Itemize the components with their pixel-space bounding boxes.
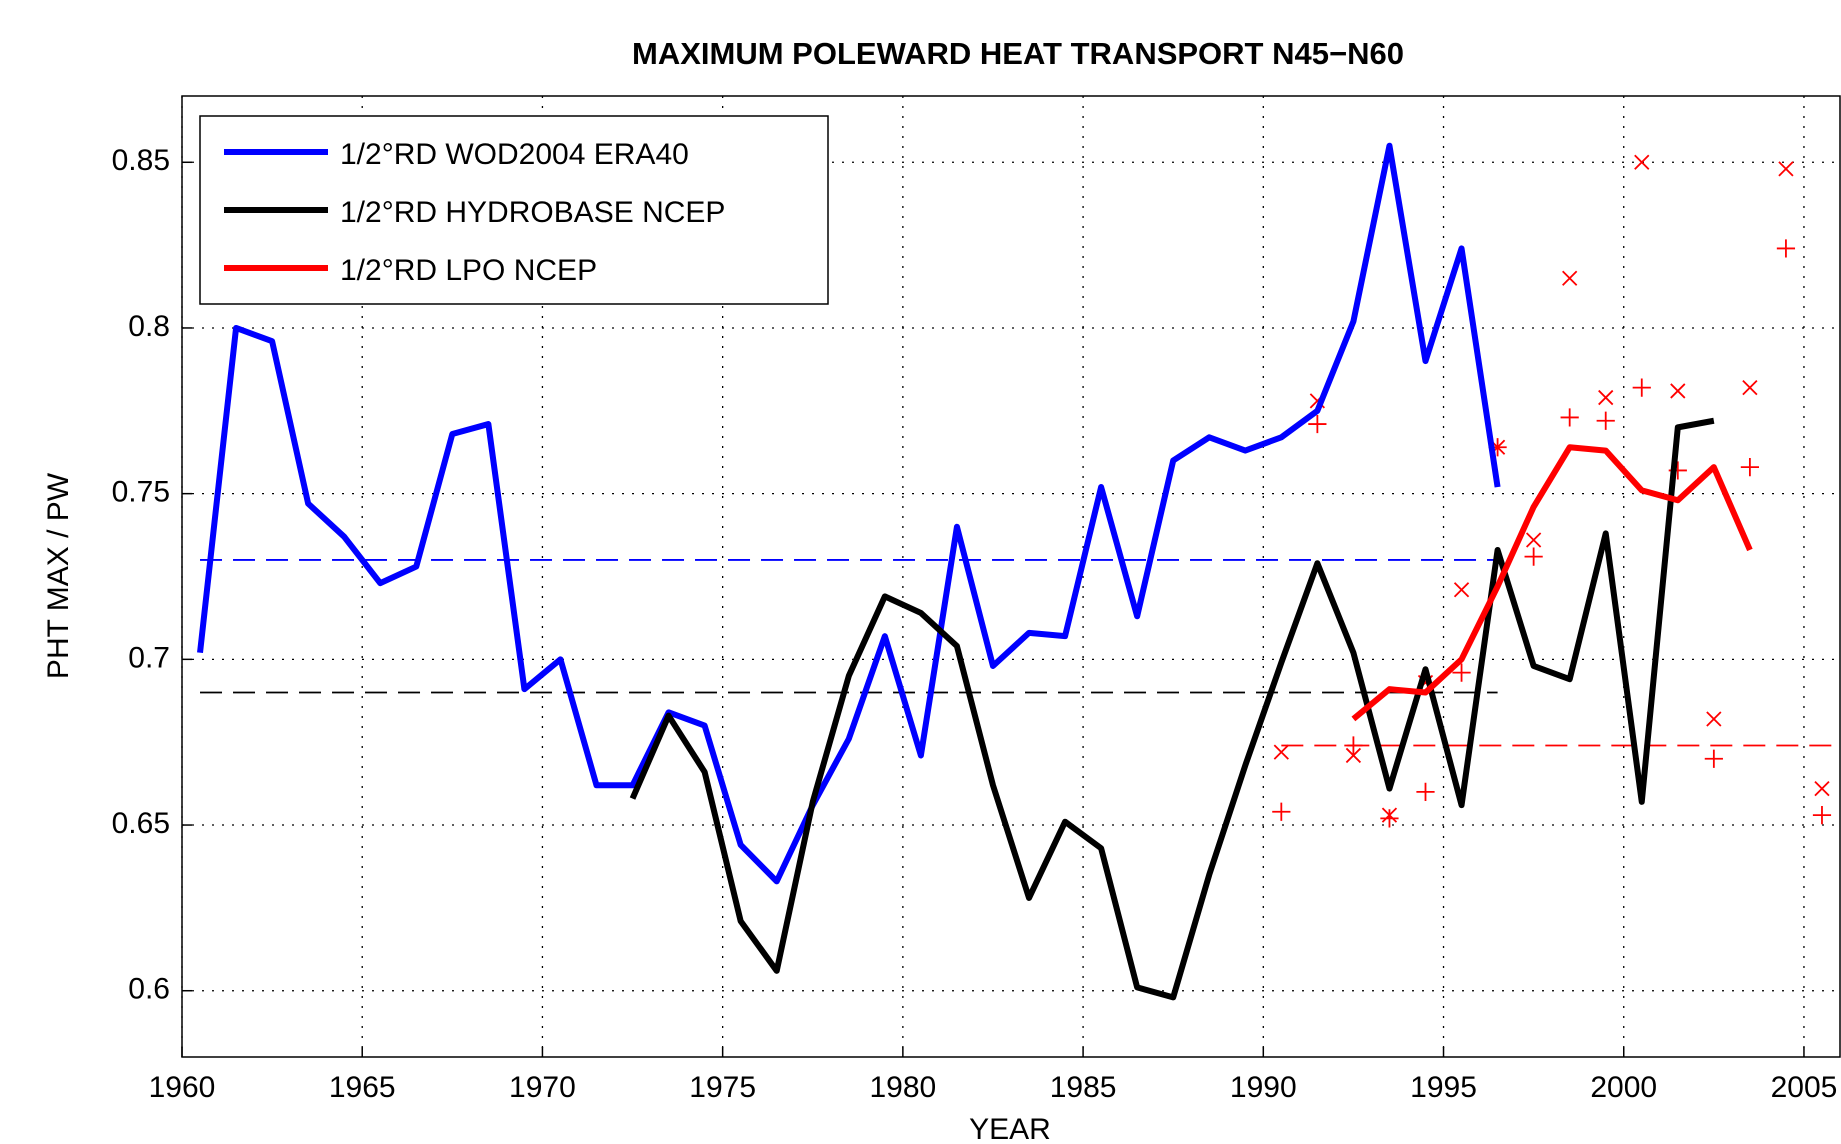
legend-label: 1/2°RD LPO NCEP (340, 254, 597, 287)
x-tick-label: 1960 (149, 1071, 216, 1104)
x-tick-label: 1980 (869, 1071, 936, 1104)
y-tick-label: 0.6 (128, 973, 170, 1006)
series-line (1351, 444, 1753, 722)
x-tick-label: 2000 (1590, 1071, 1657, 1104)
marker (1524, 547, 1543, 566)
y-tick-label: 0.65 (112, 807, 170, 840)
y-tick-label: 0.7 (128, 641, 170, 674)
marker (1742, 379, 1758, 396)
y-tick-label: 0.75 (112, 476, 170, 509)
marker (1598, 389, 1614, 406)
plot-frame (181, 95, 1841, 1058)
marker (1596, 411, 1615, 430)
marker (1706, 711, 1722, 727)
marker (1344, 736, 1363, 755)
marker (1634, 154, 1650, 170)
marker (1562, 270, 1578, 286)
x-tick-label: 1985 (1050, 1071, 1117, 1104)
marker (1416, 782, 1435, 801)
marker (1272, 802, 1291, 821)
marker (1380, 809, 1399, 828)
marker (1778, 161, 1794, 177)
marker (1525, 532, 1542, 548)
series-line (629, 417, 1715, 1001)
y-axis-label: PHT MAX / PW (42, 472, 75, 679)
marker (1814, 780, 1830, 797)
x-tick-label: 1970 (509, 1071, 576, 1104)
marker (1670, 383, 1686, 399)
marker (1812, 805, 1832, 825)
x-tick-label: 1975 (689, 1071, 756, 1104)
y-tick-label: 0.8 (128, 310, 170, 343)
marker (1560, 408, 1579, 427)
marker (1273, 744, 1289, 760)
marker (1453, 582, 1470, 598)
marker (1704, 749, 1723, 768)
x-tick-label: 1990 (1230, 1071, 1297, 1104)
marker (1345, 747, 1362, 764)
marker (1632, 378, 1651, 397)
legend-label: 1/2°RD WOD2004 ERA40 (340, 138, 689, 171)
series-line (197, 142, 1501, 885)
y-tick-label: 0.85 (112, 144, 170, 177)
chart-title: MAXIMUM POLEWARD HEAT TRANSPORT N45−N60 (632, 36, 1404, 71)
marker (1308, 414, 1327, 434)
x-tick-label: 2005 (1771, 1071, 1838, 1104)
x-tick-label: 1995 (1410, 1071, 1477, 1104)
marker (1452, 663, 1471, 682)
x-axis-label: YEAR (969, 1113, 1051, 1144)
marker (1740, 458, 1759, 477)
legend-label: 1/2°RD HYDROBASE NCEP (340, 196, 725, 229)
x-tick-label: 1965 (329, 1071, 396, 1104)
marker (1776, 239, 1796, 258)
